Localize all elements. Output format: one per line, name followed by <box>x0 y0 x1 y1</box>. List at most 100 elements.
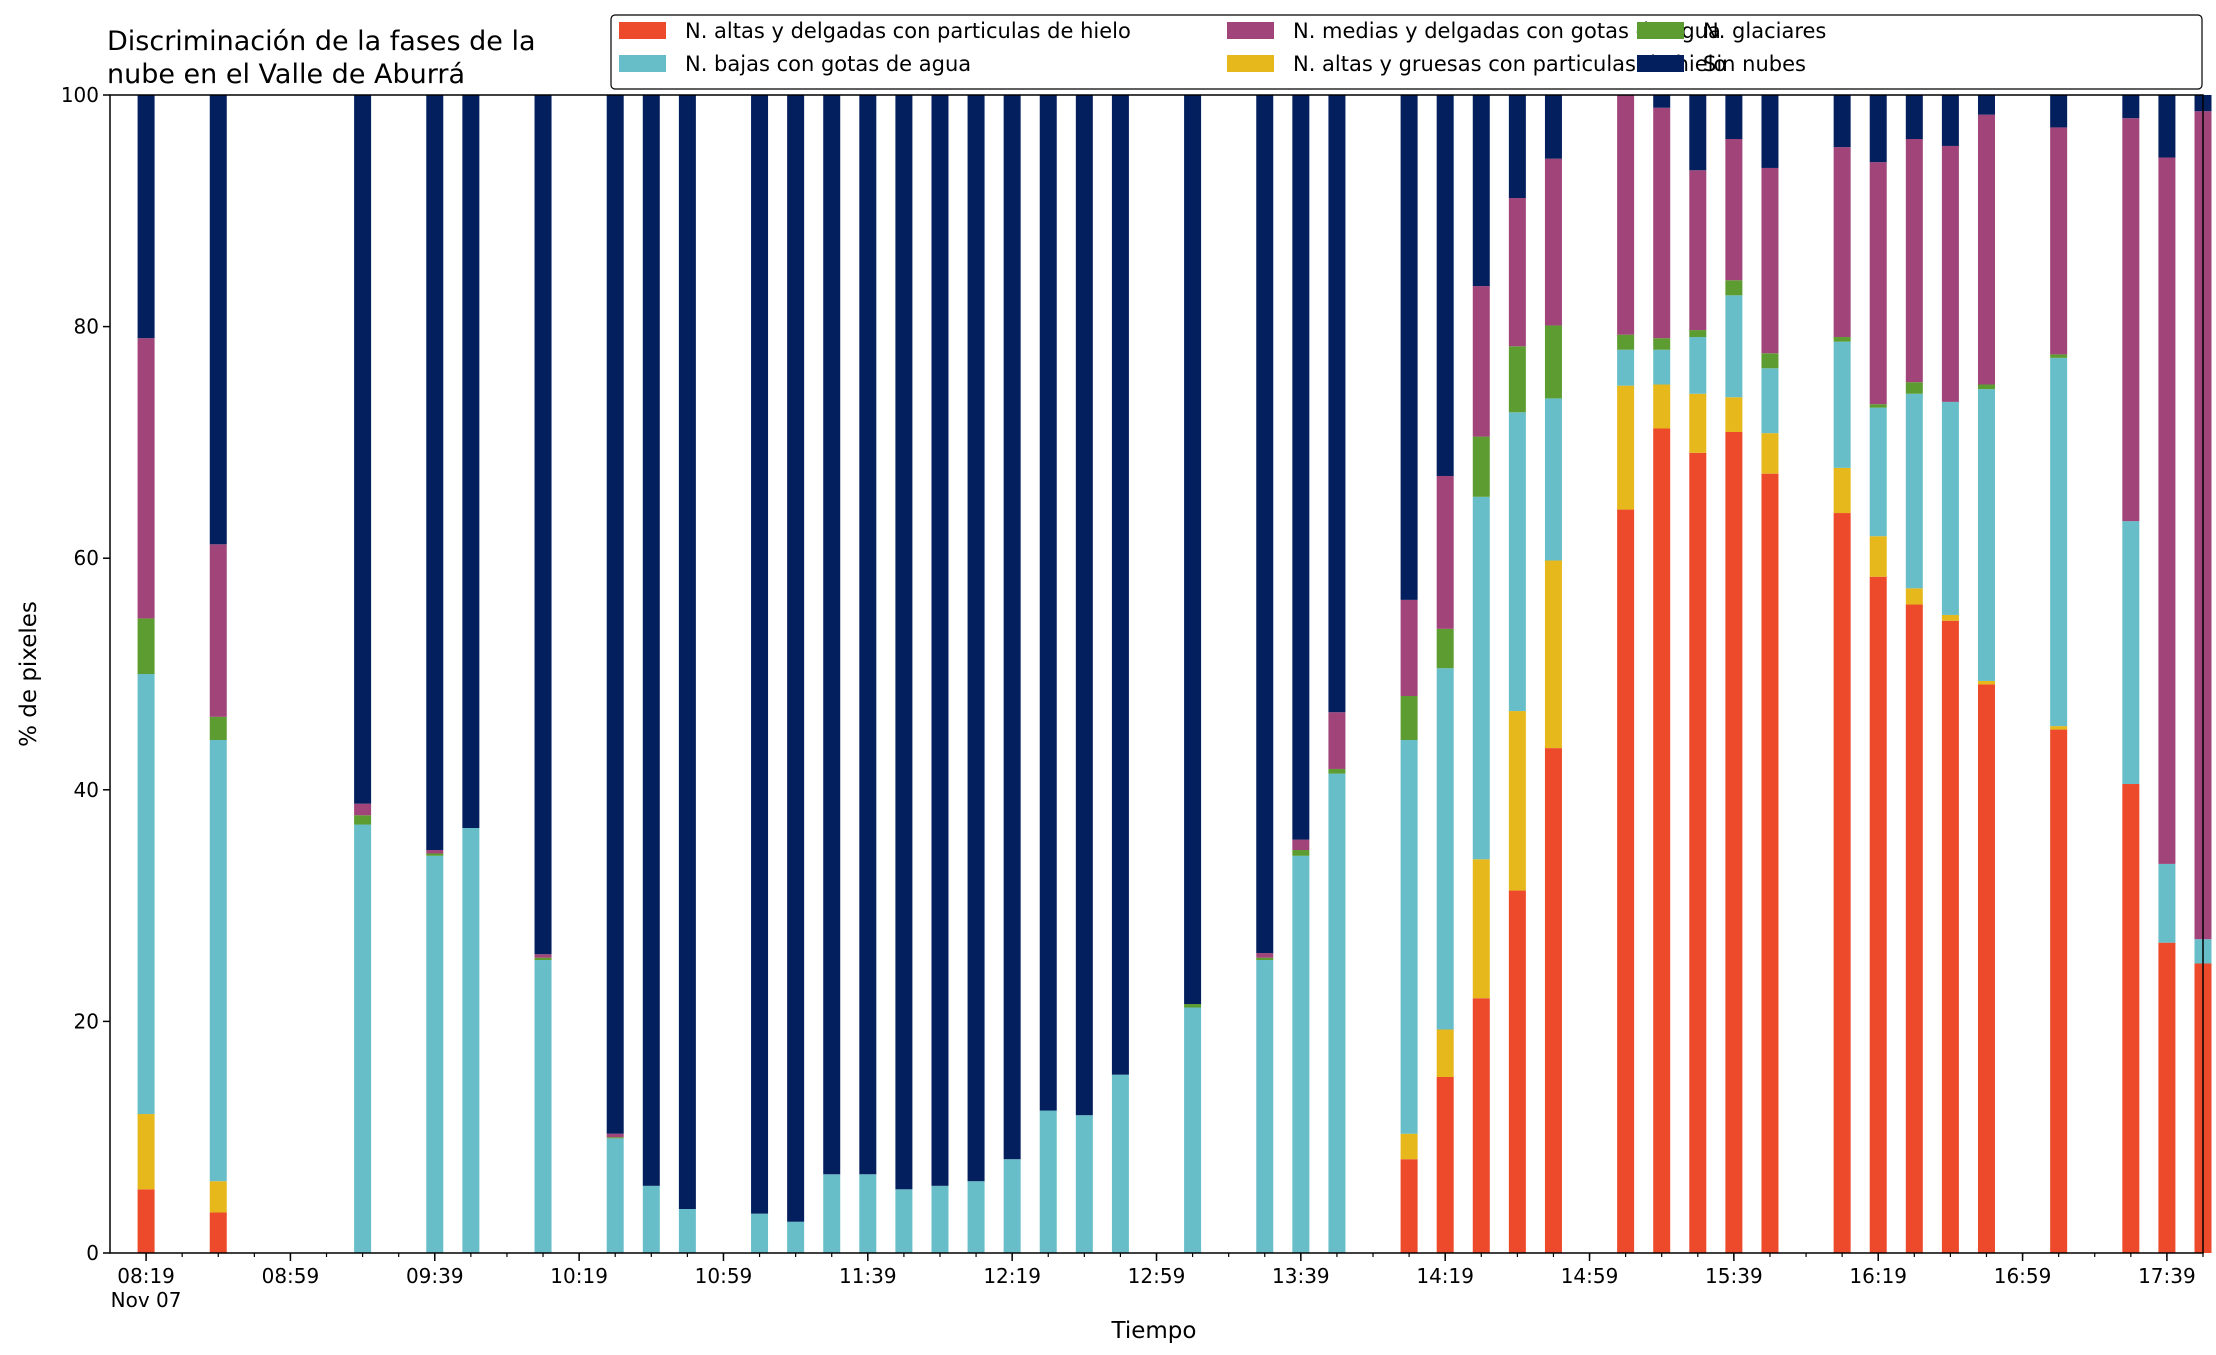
bar-segment-16-2 <box>1003 1159 1021 1253</box>
bar-segment-26-3 <box>1472 436 1490 497</box>
bar-segment-6-3 <box>606 1137 624 1139</box>
bar-segment-35-0 <box>1869 576 1887 1253</box>
bar-segment-38-5 <box>1977 95 1995 115</box>
bar-segment-9-5 <box>751 95 769 1214</box>
bar-segment-36-2 <box>1905 393 1923 589</box>
bar-segment-25-1 <box>1436 1029 1454 1077</box>
bar-segment-33-3 <box>1761 353 1779 369</box>
bar-segment-39-1 <box>2050 726 2068 730</box>
bar-segment-38-0 <box>1977 684 1995 1253</box>
x-tick-label-11: 15:39 <box>1705 1264 1763 1288</box>
legend-label-3: N. glaciares <box>1703 19 1826 43</box>
bar-segment-22-4 <box>1292 839 1310 851</box>
bar-segment-29-3 <box>1617 334 1635 350</box>
bar-segment-29-0 <box>1617 509 1635 1254</box>
bar-segment-25-0 <box>1436 1076 1454 1253</box>
bar-segment-3-3 <box>426 853 444 856</box>
bar-segment-34-2 <box>1833 341 1851 468</box>
bar-segment-11-2 <box>823 1174 841 1253</box>
bar-segment-22-5 <box>1292 95 1310 840</box>
x-tick-label-12: 16:19 <box>1849 1264 1907 1288</box>
chart-title: Discriminación de la fases de la nube en … <box>107 26 536 90</box>
bar-segment-8-5 <box>678 95 696 1209</box>
bar-segment-34-1 <box>1833 467 1851 514</box>
bar-segment-28-2 <box>1544 398 1562 561</box>
bar-segment-24-1 <box>1400 1133 1418 1160</box>
bar-segment-30-3 <box>1653 338 1671 350</box>
x-tick-label-7: 12:59 <box>1128 1264 1186 1288</box>
bar-segment-10-2 <box>787 1221 805 1253</box>
bar-segment-35-4 <box>1869 162 1887 405</box>
bar-segment-30-0 <box>1653 428 1671 1253</box>
bar-segment-34-4 <box>1833 147 1851 338</box>
bar-segment-17-2 <box>1039 1110 1057 1253</box>
y-tick-label-4: 80 <box>74 315 99 339</box>
bar-segment-33-1 <box>1761 433 1779 474</box>
bar-segment-21-2 <box>1256 960 1274 1253</box>
x-axis-label: Tiempo <box>1111 1318 1197 1344</box>
bar-segment-38-1 <box>1977 680 1995 685</box>
x-tick-label-3: 10:19 <box>550 1264 608 1288</box>
bar-segment-24-0 <box>1400 1159 1418 1253</box>
bar-segment-22-3 <box>1292 850 1310 856</box>
bar-segment-0-5 <box>137 95 155 339</box>
bar-segment-32-0 <box>1725 431 1743 1253</box>
bar-segment-24-4 <box>1400 599 1418 697</box>
bar-segment-34-5 <box>1833 95 1851 148</box>
bar-segment-31-5 <box>1689 95 1707 171</box>
bar-segment-28-3 <box>1544 325 1562 399</box>
bar-segment-38-2 <box>1977 389 1995 681</box>
bar-segment-30-4 <box>1653 107 1671 339</box>
x-tick-label-1: 08:59 <box>262 1264 320 1288</box>
bar-segment-39-4 <box>2050 127 2068 355</box>
bar-segment-13-2 <box>895 1189 913 1253</box>
bar-segment-1-3 <box>209 716 227 741</box>
bar-segment-27-5 <box>1508 95 1526 199</box>
bar-segment-27-1 <box>1508 711 1526 891</box>
bar-segment-1-1 <box>209 1181 227 1213</box>
x-tick-label-13: 16:59 <box>1994 1264 2052 1288</box>
bar-segment-15-5 <box>967 95 985 1182</box>
bar-segment-7-5 <box>642 95 660 1186</box>
bar-segment-0-3 <box>137 618 155 674</box>
bar-segment-6-4 <box>606 1133 624 1138</box>
bar-segment-2-3 <box>354 815 372 825</box>
x-tick-label-9: 14:19 <box>1416 1264 1474 1288</box>
bar-segment-6-5 <box>606 95 624 1134</box>
legend-swatch-2 <box>619 55 666 72</box>
plot-area <box>110 95 2203 1253</box>
bar-segment-35-1 <box>1869 536 1887 577</box>
bar-segment-2-4 <box>354 803 372 816</box>
bar-segment-41-2 <box>2158 863 2176 943</box>
bar-segment-12-5 <box>859 95 877 1175</box>
y-axis-label: % de pixeles <box>16 601 42 747</box>
bar-segment-24-2 <box>1400 740 1418 1134</box>
bar-segment-28-0 <box>1544 748 1562 1253</box>
bar-segment-21-3 <box>1256 957 1274 961</box>
bar-segment-34-3 <box>1833 337 1851 342</box>
legend: N. altas y delgadas con particulas de hi… <box>610 14 2203 90</box>
bar-segment-23-3 <box>1328 768 1346 774</box>
bar-segment-3-5 <box>426 95 444 851</box>
bar-segment-32-4 <box>1725 139 1743 281</box>
bar-segment-26-5 <box>1472 95 1490 287</box>
bar-segment-36-3 <box>1905 382 1923 394</box>
bar-segment-31-0 <box>1689 452 1707 1253</box>
bar-segment-35-3 <box>1869 404 1887 408</box>
bar-segment-33-5 <box>1761 95 1779 168</box>
bar-segment-35-2 <box>1869 407 1887 537</box>
bar-segment-36-5 <box>1905 95 1923 140</box>
bar-segment-36-4 <box>1905 139 1923 383</box>
bar-segment-23-5 <box>1328 95 1346 713</box>
bar-segment-31-3 <box>1689 330 1707 338</box>
legend-swatch-1 <box>1227 55 1274 72</box>
bar-segment-9-2 <box>751 1213 769 1253</box>
bar-segment-40-4 <box>2122 118 2140 522</box>
bar-segment-30-5 <box>1653 95 1671 108</box>
bar-segment-27-2 <box>1508 412 1526 712</box>
x-tick-label-0: 08:19 <box>117 1264 175 1288</box>
bar-segment-8-2 <box>678 1208 696 1253</box>
bar-segment-25-5 <box>1436 95 1454 476</box>
bar-segment-39-2 <box>2050 357 2068 727</box>
